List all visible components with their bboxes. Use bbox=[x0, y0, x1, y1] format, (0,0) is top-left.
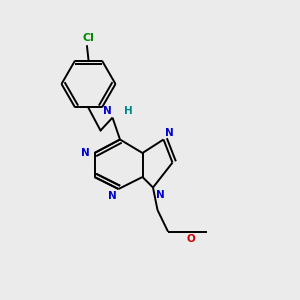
Text: H: H bbox=[124, 106, 133, 116]
Text: N: N bbox=[165, 128, 174, 138]
Text: O: O bbox=[186, 234, 195, 244]
Text: Cl: Cl bbox=[82, 33, 94, 43]
Text: N: N bbox=[103, 106, 112, 116]
Text: N: N bbox=[108, 191, 117, 201]
Text: N: N bbox=[81, 148, 90, 158]
Text: N: N bbox=[156, 190, 165, 200]
